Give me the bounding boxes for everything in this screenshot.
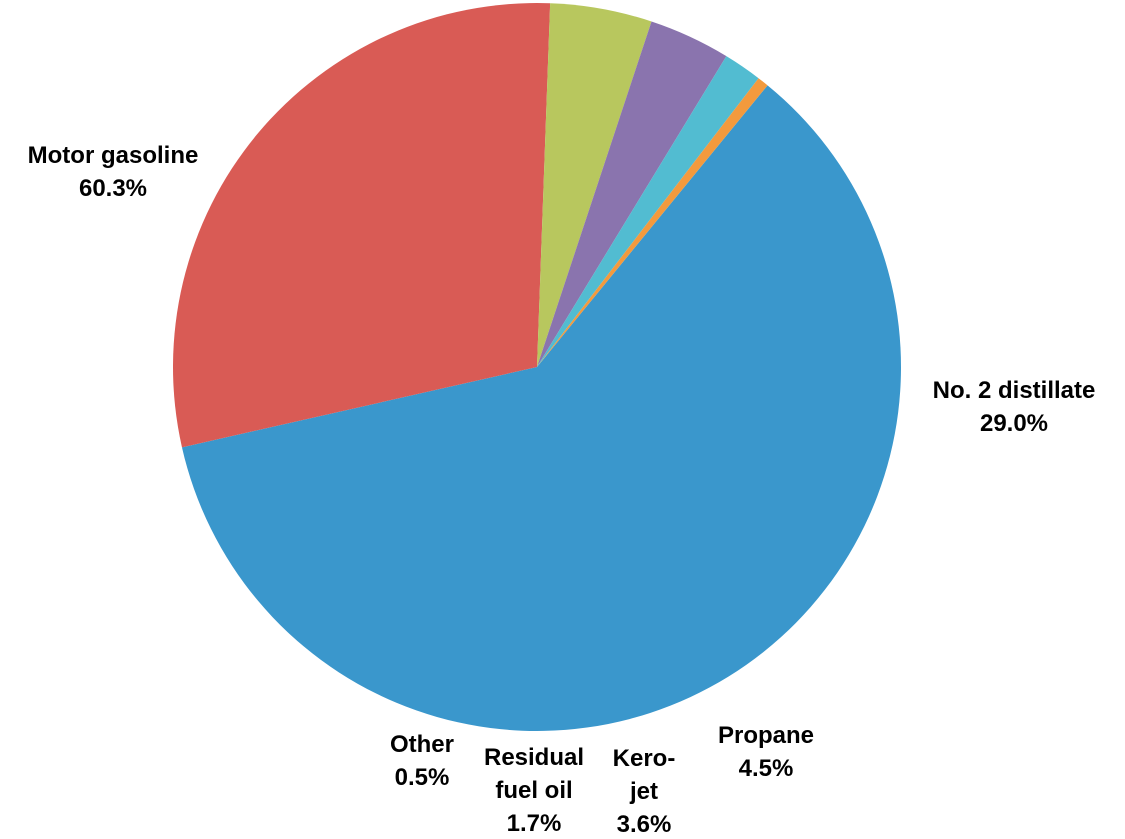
pie-slice-motor-gasoline [181, 85, 901, 731]
pie-slice-propane [537, 3, 652, 368]
slice-name-label: No. 2 distillate [933, 377, 1096, 404]
data-label-no-2-distillate: No. 2 distillate 29.0% [933, 377, 1096, 437]
pie-slice-no-2-distillate [172, 3, 551, 448]
slice-value-label: 60.3% [79, 175, 147, 202]
slice-value-label: 1.7% [507, 810, 562, 837]
slice-name-label: Propane [718, 722, 814, 749]
slice-value-label: 3.6% [617, 811, 672, 838]
data-label-kero-jet: Kero-jet 3.6% [613, 745, 676, 838]
slice-name-label: jet [629, 778, 658, 805]
slice-name-label: Other [390, 731, 454, 758]
slice-name-label: Motor gasoline [28, 142, 199, 169]
slice-value-label: 0.5% [395, 764, 450, 791]
pie-slices [172, 3, 901, 731]
data-label-motor-gasoline: Motor gasoline 60.3% [28, 142, 199, 202]
pie-labels: Motor gasoline 60.3% No. 2 distillate 29.0%… [28, 142, 1096, 838]
slice-name-label: fuel oil [495, 777, 572, 804]
pie-slice-residual-fuel-oil [537, 56, 759, 367]
slice-value-label: 4.5% [739, 755, 794, 782]
slice-value-label: 29.0% [980, 410, 1048, 437]
data-label-residual-fuel-oil: Residual fuel oil 1.7% [484, 744, 584, 837]
slice-name-label: Residual [484, 744, 584, 771]
pie-slice-kero-jet [537, 21, 727, 367]
slice-name-label: Kero- [613, 745, 676, 772]
pie-slice-other [537, 78, 768, 367]
data-label-propane: Propane 4.5% [718, 722, 814, 782]
data-label-other: Other 0.5% [390, 731, 454, 791]
